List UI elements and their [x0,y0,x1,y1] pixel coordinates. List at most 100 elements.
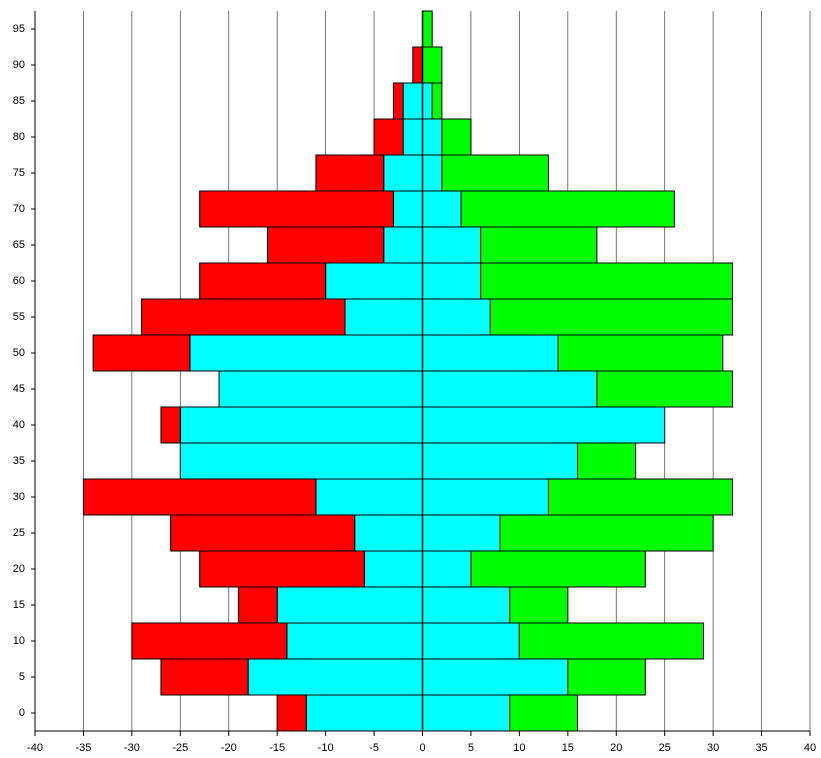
bar [422,514,501,552]
y-tick-label: 60 [13,275,25,287]
x-tick-label: -40 [27,742,43,754]
bar [431,82,443,120]
x-tick-label: 15 [562,742,574,754]
bar [82,478,317,516]
bar [480,262,733,300]
x-tick-label: 5 [468,742,474,754]
bar [422,226,482,264]
bar [422,190,462,228]
bar [422,694,511,732]
bar [422,154,443,192]
bar [422,478,549,516]
x-tick-label: 0 [419,742,425,754]
y-tick-label: 25 [13,527,25,539]
bar [480,226,598,264]
bar [373,118,404,156]
y-tick-label: 85 [13,95,25,107]
bar [441,154,549,192]
bar [286,622,423,660]
x-tick-label: 30 [707,742,719,754]
bar [422,262,482,300]
bar [422,622,520,660]
bar [344,298,423,336]
bar [422,82,433,120]
x-tick-label: 10 [513,742,525,754]
x-tick-label: -30 [124,742,140,754]
bar [383,154,423,192]
y-tick-label: 55 [13,311,25,323]
y-tick-label: 70 [13,203,25,215]
bar [392,190,423,228]
bar [422,406,666,444]
y-tick-label: 5 [19,671,25,683]
bar [315,154,385,192]
x-tick-label: -10 [318,742,334,754]
y-tick-label: 65 [13,239,25,251]
bar [315,478,423,516]
bar [567,658,646,696]
bar [325,262,423,300]
bar [499,514,714,552]
bar [441,118,472,156]
x-tick-label: -5 [369,742,379,754]
x-tick-label: 20 [610,742,622,754]
bar [179,406,423,444]
y-tick-label: 20 [13,563,25,575]
bar [189,334,423,372]
bar [422,118,443,156]
bar [422,46,443,84]
bar [305,694,423,732]
x-tick-label: -20 [221,742,237,754]
x-tick-label: -25 [172,742,188,754]
bar [199,550,365,588]
bar [179,442,423,480]
bar [392,82,404,120]
x-tick-label: -35 [75,742,91,754]
y-tick-label: 45 [13,383,25,395]
bar [422,658,569,696]
bar [131,622,288,660]
bar [354,514,423,552]
bar [199,190,394,228]
x-tick-label: 40 [804,742,816,754]
bar [402,118,423,156]
bar [160,406,181,444]
bar [267,226,385,264]
y-tick-label: 50 [13,347,25,359]
bar [383,226,423,264]
bar [199,262,327,300]
bar [422,586,511,624]
bar [247,658,423,696]
bar [422,10,433,48]
bar [422,550,472,588]
x-tick-label: -15 [269,742,285,754]
x-tick-label: 35 [755,742,767,754]
y-tick-label: 0 [19,707,25,719]
bar [547,478,733,516]
bar [422,442,578,480]
bar [141,298,346,336]
y-tick-label: 75 [13,167,25,179]
bar [422,334,559,372]
y-tick-label: 80 [13,131,25,143]
y-tick-label: 15 [13,599,25,611]
bar [460,190,675,228]
bar [218,370,423,408]
y-tick-label: 30 [13,491,25,503]
y-tick-label: 35 [13,455,25,467]
bar [470,550,646,588]
bar [509,694,578,732]
bar [92,334,191,372]
bar [412,46,423,84]
bar [596,370,733,408]
bar [489,298,733,336]
bar [276,586,423,624]
y-tick-label: 95 [13,23,25,35]
bar [170,514,356,552]
bar [509,586,569,624]
bar [276,694,307,732]
y-tick-label: 40 [13,419,25,431]
bar [363,550,423,588]
